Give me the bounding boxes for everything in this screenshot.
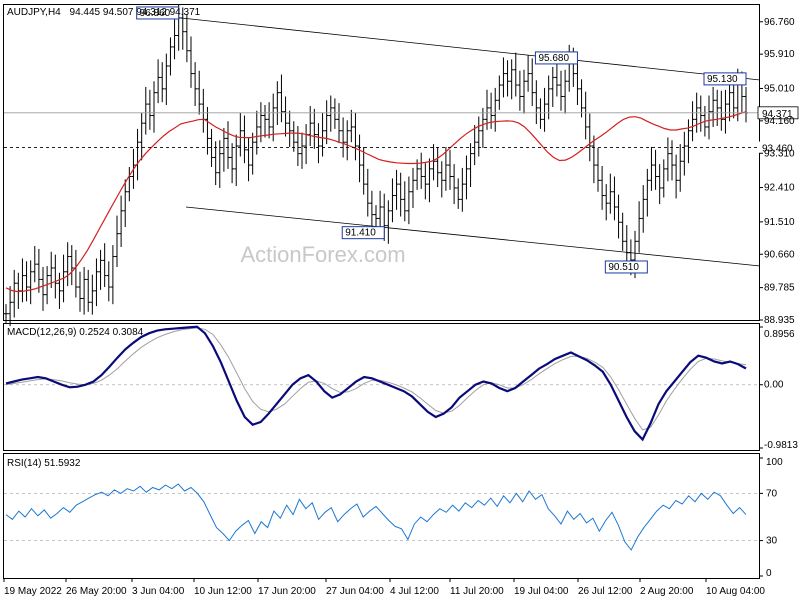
macd-y-tick-label: 0.00 — [764, 380, 784, 391]
price-y-tick-label: 89.785 — [764, 283, 795, 294]
x-tick-label: 10 Aug 04:00 — [706, 586, 765, 597]
price-annotation-box — [604, 260, 648, 274]
price-y-tick-label: 92.410 — [764, 183, 795, 194]
price-y-tick-label: 96.760 — [764, 17, 795, 28]
channel-lines — [171, 16, 761, 267]
price-annotation-label: 91.410 — [345, 228, 376, 239]
x-tick-label: 2 Aug 20:00 — [640, 586, 694, 597]
x-tick-label: 4 Jul 12:00 — [390, 586, 439, 597]
macd-main-line — [5, 325, 747, 442]
x-tick-label: 3 Jun 04:00 — [132, 586, 185, 597]
support-level-label: 93.460 — [762, 144, 793, 155]
current-price-label: 94.371 — [762, 109, 793, 120]
price-annotation-label: 95.680 — [538, 53, 569, 64]
rsi-panel-frame — [3, 453, 760, 579]
x-tick-label: 11 Jul 20:00 — [450, 586, 504, 597]
price-y-tick-label: 94.160 — [764, 116, 795, 127]
price-y-tick-label: 88.935 — [764, 315, 795, 326]
x-tick-label: 19 May 2022 — [4, 586, 62, 597]
price-annotation-box — [341, 226, 385, 240]
price-annotation-label: 95.130 — [707, 74, 738, 85]
price-annotation-box — [703, 72, 747, 86]
channel-upper-line — [171, 16, 761, 81]
watermark: ActionForex.com — [240, 242, 405, 267]
macd-y-tick-label: -0.9813 — [764, 440, 798, 451]
x-tick-label: 27 Jun 04:00 — [326, 586, 384, 597]
price-y-tick-label: 95.010 — [764, 83, 795, 94]
price-annotations: 96.860 95.680 95.130 91.410 90.510 — [136, 6, 747, 274]
rsi-y-tick-label: 30 — [766, 536, 778, 547]
price-annotation-box — [136, 6, 180, 20]
price-y-tick-label: 95.910 — [764, 49, 795, 60]
ohlc-label: 94.445 94.507 94.312 94.371 — [70, 7, 201, 18]
price-y-tick-label: 93.310 — [764, 148, 795, 159]
x-axis: 19 May 2022 26 May 20:00 3 Jun 04:00 10 Jun… — [3, 578, 765, 597]
moving-average-line — [5, 111, 747, 293]
macd-y-tick-label: 0.8956 — [764, 329, 795, 340]
symbol-label: AUDJPY,H4 — [7, 7, 61, 18]
price-y-axis: 96.760 95.910 95.010 94.160 93.310 92.410 91.5… — [759, 17, 795, 326]
rsi-y-axis: 100 70 30 0 — [759, 457, 783, 579]
current-price-label-box — [757, 106, 799, 120]
price-y-tick-label: 90.660 — [764, 249, 795, 260]
macd-y-axis: 0.8956 0.00 -0.9813 — [759, 326, 798, 451]
x-tick-label: 26 May 20:00 — [66, 586, 127, 597]
price-annotation-label: 90.510 — [608, 262, 639, 273]
price-annotation-label: 96.860 — [140, 8, 171, 19]
channel-lower-line — [185, 206, 761, 267]
rsi-y-tick-label: 70 — [766, 488, 778, 499]
rsi-y-tick-label: 100 — [766, 457, 783, 468]
price-annotation-box — [534, 51, 578, 65]
macd-title: MACD(12,26,9) 0.2524 0.3084 — [7, 327, 144, 338]
price-y-tick-label: 91.510 — [764, 217, 795, 228]
support-level-label-box — [758, 141, 798, 154]
x-tick-label: 26 Jul 12:00 — [578, 586, 633, 597]
rsi-y-tick-label: 0 — [766, 568, 772, 579]
x-tick-label: 10 Jun 12:00 — [194, 586, 252, 597]
rsi-line — [5, 483, 747, 551]
price-level-lines: 94.371 93.460 — [4, 106, 799, 155]
x-tick-label: 19 Jul 04:00 — [514, 586, 569, 597]
rsi-title: RSI(14) 51.5932 — [7, 458, 81, 469]
chart-symbol-title: AUDJPY,H4 94.445 94.507 94.312 94.371 — [7, 7, 201, 18]
x-tick-label: 17 Jun 20:00 — [258, 586, 316, 597]
